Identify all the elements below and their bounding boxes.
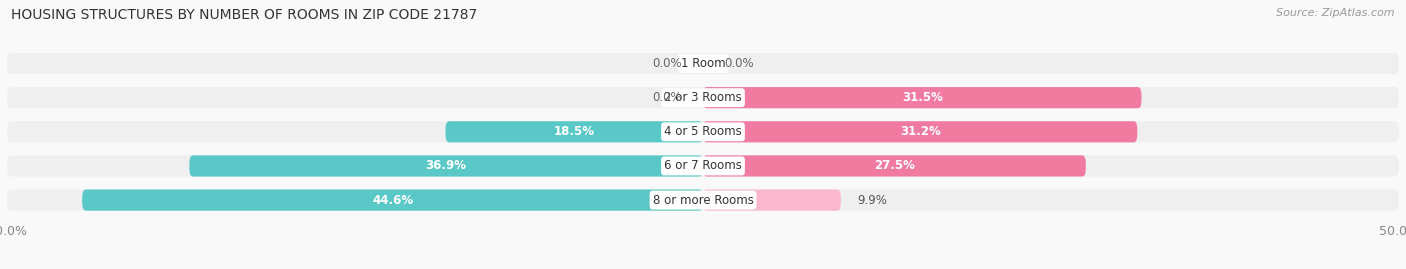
Text: 2 or 3 Rooms: 2 or 3 Rooms xyxy=(664,91,742,104)
FancyBboxPatch shape xyxy=(703,121,1137,142)
Text: 6 or 7 Rooms: 6 or 7 Rooms xyxy=(664,160,742,172)
Text: 4 or 5 Rooms: 4 or 5 Rooms xyxy=(664,125,742,138)
Text: 0.0%: 0.0% xyxy=(724,57,754,70)
Text: 8 or more Rooms: 8 or more Rooms xyxy=(652,194,754,207)
FancyBboxPatch shape xyxy=(703,87,1142,108)
FancyBboxPatch shape xyxy=(703,155,1085,176)
Text: 31.2%: 31.2% xyxy=(900,125,941,138)
FancyBboxPatch shape xyxy=(703,189,841,211)
Text: 0.0%: 0.0% xyxy=(652,91,682,104)
Text: 36.9%: 36.9% xyxy=(426,160,467,172)
FancyBboxPatch shape xyxy=(82,189,703,211)
FancyBboxPatch shape xyxy=(7,121,1399,142)
Text: 27.5%: 27.5% xyxy=(875,160,915,172)
Text: 1 Room: 1 Room xyxy=(681,57,725,70)
FancyBboxPatch shape xyxy=(7,155,1399,176)
Text: 31.5%: 31.5% xyxy=(901,91,942,104)
FancyBboxPatch shape xyxy=(190,155,703,176)
Text: HOUSING STRUCTURES BY NUMBER OF ROOMS IN ZIP CODE 21787: HOUSING STRUCTURES BY NUMBER OF ROOMS IN… xyxy=(11,8,478,22)
FancyBboxPatch shape xyxy=(446,121,703,142)
Text: 18.5%: 18.5% xyxy=(554,125,595,138)
Text: 0.0%: 0.0% xyxy=(652,57,682,70)
FancyBboxPatch shape xyxy=(7,189,1399,211)
FancyBboxPatch shape xyxy=(7,53,1399,74)
Text: 44.6%: 44.6% xyxy=(373,194,413,207)
FancyBboxPatch shape xyxy=(7,87,1399,108)
Text: 9.9%: 9.9% xyxy=(858,194,887,207)
Text: Source: ZipAtlas.com: Source: ZipAtlas.com xyxy=(1277,8,1395,18)
